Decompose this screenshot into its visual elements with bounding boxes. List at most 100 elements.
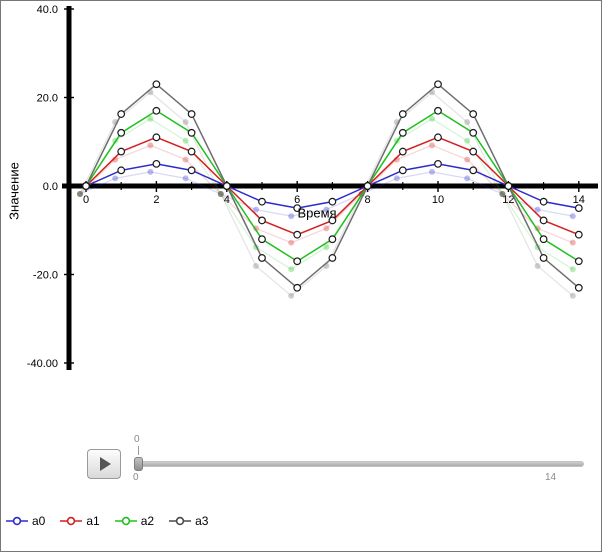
data-point-a2 — [117, 128, 126, 137]
data-point-a3 — [539, 254, 548, 262]
series-trail-line-a2 — [79, 118, 574, 270]
data-point-a0 — [293, 204, 302, 213]
legend-marker-icon — [114, 516, 137, 526]
legend-circle — [67, 516, 76, 526]
data-point-a0 — [328, 197, 337, 206]
legend-item-a2: a2 — [114, 514, 154, 528]
x-tick-label: 0 — [83, 194, 89, 206]
data-point-a2 — [187, 128, 196, 137]
series-trail-point — [182, 137, 189, 144]
time-slider-thumb[interactable] — [134, 457, 143, 471]
series-trail-point — [217, 191, 224, 197]
legend-label: a3 — [195, 514, 209, 528]
series-trail-point — [534, 206, 541, 213]
series-trail-point — [77, 191, 83, 197]
legend-marker-icon — [6, 516, 28, 526]
data-point-a3 — [469, 110, 478, 118]
y-tick-label: 20.0 — [37, 93, 58, 105]
series-trail-point — [569, 239, 576, 246]
series-trail-point — [217, 191, 224, 197]
data-point-a1 — [434, 133, 442, 142]
legend-item-a3: a3 — [168, 514, 208, 528]
data-point-a3 — [222, 182, 231, 190]
x-tick-label: 12 — [502, 194, 514, 206]
data-point-a0 — [258, 197, 266, 206]
series-trail-point — [429, 168, 435, 175]
legend-marker-icon — [60, 516, 83, 526]
play-button[interactable] — [87, 449, 121, 479]
data-point-a1 — [152, 133, 161, 142]
data-point-a1 — [469, 147, 478, 156]
series-trail-point — [147, 142, 154, 149]
data-point-a3 — [504, 182, 513, 190]
series-trail-point — [253, 262, 259, 269]
series-trail-point — [429, 115, 435, 122]
data-point-a2 — [469, 128, 478, 137]
series-trail-point — [288, 213, 295, 220]
y-tick-label: -40.00 — [27, 358, 58, 370]
data-point-a2 — [434, 106, 442, 115]
time-slider-track[interactable] — [137, 461, 584, 467]
series-trail-point — [253, 206, 259, 213]
series-trail-point — [429, 142, 435, 149]
series-trail-point — [499, 191, 506, 197]
x-tick-label: 8 — [365, 194, 371, 206]
legend-label: a0 — [32, 514, 46, 528]
data-point-a3 — [328, 254, 337, 262]
series-trail-point — [182, 175, 189, 182]
series-trail-point — [217, 191, 224, 197]
series-trail-point — [147, 168, 154, 175]
data-point-a0 — [152, 159, 161, 168]
data-point-a3 — [293, 283, 302, 292]
series-trail-point — [147, 115, 154, 122]
series-trail-point — [182, 119, 189, 126]
data-point-a3 — [187, 110, 196, 118]
series-trail-line-a0 — [79, 171, 573, 217]
chart-canvas: 0 2 4 6 8 10 12 14 40.0 20.0 0.0 -20.0 -40.00 — [27, 4, 598, 370]
series-trail-point — [499, 191, 506, 197]
legend-label: a2 — [140, 514, 155, 528]
x-tick-label: 10 — [432, 194, 444, 206]
data-point-a3 — [363, 182, 372, 190]
data-point-a0 — [539, 197, 548, 206]
series-trail-point — [464, 119, 471, 126]
data-point-a2 — [328, 235, 337, 244]
data-point-a2 — [293, 257, 302, 266]
series-trail-point — [569, 292, 576, 299]
data-point-a0 — [117, 166, 126, 175]
x-tick-label: 14 — [573, 194, 585, 206]
data-point-a1 — [258, 216, 266, 225]
data-point-a3 — [434, 80, 442, 89]
slider-max-label: 14 — [545, 472, 557, 483]
series-trail-point — [464, 175, 471, 182]
y-tick-label: 40.0 — [37, 4, 58, 16]
series-trail-point — [77, 191, 83, 197]
data-point-a3 — [117, 110, 126, 118]
series-trail-point — [323, 244, 330, 251]
slider-min-label: 0 — [133, 472, 139, 483]
series-trail-point — [393, 175, 400, 182]
x-tick-label: 6 — [294, 194, 300, 206]
series-trail-point — [182, 156, 189, 163]
data-point-a3 — [152, 80, 161, 89]
series-trail-point — [323, 225, 330, 232]
series-trail-point — [323, 206, 330, 213]
data-point-a3 — [574, 283, 583, 292]
play-icon — [100, 457, 111, 471]
legend-circle — [121, 516, 130, 526]
slider-value-label: 0 — [134, 434, 140, 445]
data-point-a3 — [82, 182, 90, 190]
data-point-a2 — [539, 235, 548, 244]
data-point-a2 — [258, 235, 266, 244]
data-point-a1 — [293, 230, 302, 239]
series-trail-point — [288, 266, 295, 273]
legend-item-a0: a0 — [5, 514, 45, 528]
y-tick-label: -20.0 — [33, 270, 58, 282]
x-tick-label: 2 — [153, 194, 159, 206]
series-trail-line-a1 — [79, 144, 574, 244]
data-point-a3 — [398, 110, 407, 118]
y-axis-title: Значение — [6, 162, 22, 220]
legend-circle — [12, 516, 22, 526]
series-trail-point — [77, 191, 83, 197]
data-point-a1 — [187, 147, 196, 156]
